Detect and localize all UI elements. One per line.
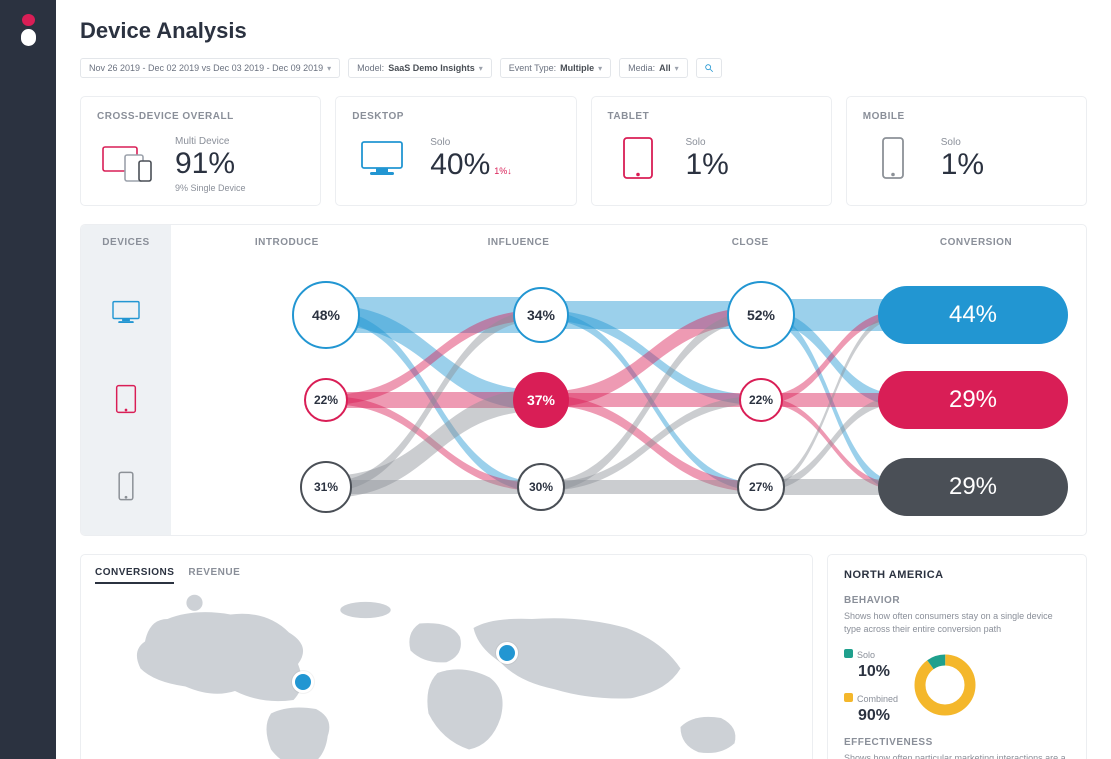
- map-panel: CONVERSIONS REVENUE: [80, 554, 813, 759]
- conversion-pill[interactable]: 29%: [878, 458, 1068, 516]
- filter-event-type[interactable]: Event Type: Multiple ▾: [500, 58, 611, 78]
- card-footer: 9% Single Device: [175, 183, 246, 193]
- sidebar: [0, 0, 56, 759]
- mobile-icon: [81, 471, 171, 501]
- effectiveness-desc: Shows how often particular marketing int…: [844, 752, 1070, 759]
- world-map-svg: [95, 592, 798, 759]
- chevron-down-icon: ▾: [479, 64, 483, 73]
- sankey-panel: DEVICES INTRODUCE INFLUENCE CLOSE CONVER…: [80, 224, 1087, 536]
- card-mobile: MOBILE Solo 1%: [846, 96, 1087, 206]
- search-icon: [704, 63, 714, 73]
- sankey-node[interactable]: 34%: [513, 287, 569, 343]
- brand-logo: [19, 14, 37, 46]
- desktop-icon: [352, 136, 412, 180]
- chevron-down-icon: ▾: [327, 64, 331, 73]
- sankey-node[interactable]: 22%: [739, 378, 783, 422]
- filter-model[interactable]: Model: SaaS Demo Insights ▾: [348, 58, 492, 78]
- page-title: Device Analysis: [80, 18, 1087, 44]
- filter-bar: Nov 26 2019 - Dec 02 2019 vs Dec 03 2019…: [80, 58, 1087, 78]
- card-desktop: DESKTOP Solo 40% 1%↓: [335, 96, 576, 206]
- sankey-node[interactable]: 48%: [292, 281, 360, 349]
- filter-date-range[interactable]: Nov 26 2019 - Dec 02 2019 vs Dec 03 2019…: [80, 58, 340, 78]
- sankey-body: 48% 22% 31% 34% 37% 30% 52% 22% 27% 44% 29% 29%: [81, 225, 1086, 535]
- world-map: [95, 592, 798, 759]
- card-label: DESKTOP: [352, 111, 559, 122]
- filter-model-value: SaaS Demo Insights: [388, 63, 475, 73]
- filter-date-label: Nov 26 2019 - Dec 02 2019 vs Dec 03 2019…: [89, 63, 323, 73]
- behavior-donut: [912, 652, 978, 718]
- sankey-node[interactable]: 31%: [300, 461, 352, 513]
- effectiveness-title: EFFECTIVENESS: [844, 737, 1070, 748]
- behavior-desc: Shows how often consumers stay on a sing…: [844, 610, 1070, 635]
- behavior-item: Combined90%: [844, 689, 898, 725]
- filter-media-prefix: Media:: [628, 63, 655, 73]
- sankey-node[interactable]: 30%: [517, 463, 565, 511]
- summary-cards: CROSS-DEVICE OVERALL Multi Device 91% 9%…: [80, 96, 1087, 206]
- card-value: 1%: [686, 148, 729, 181]
- map-marker-na[interactable]: [292, 671, 314, 693]
- region-name: NORTH AMERICA: [844, 569, 1070, 581]
- card-overall: CROSS-DEVICE OVERALL Multi Device 91% 9%…: [80, 96, 321, 206]
- tab-conversions[interactable]: CONVERSIONS: [95, 567, 174, 584]
- tab-revenue[interactable]: REVENUE: [188, 567, 240, 584]
- card-value: 91%: [175, 147, 235, 180]
- map-tabs: CONVERSIONS REVENUE: [95, 567, 798, 584]
- behavior-title: BEHAVIOR: [844, 595, 1070, 606]
- region-panel: NORTH AMERICA BEHAVIOR Shows how often c…: [827, 554, 1087, 759]
- sankey-node[interactable]: 22%: [304, 378, 348, 422]
- desktop-icon: [81, 299, 171, 325]
- card-sublabel: Solo: [430, 137, 512, 148]
- card-label: TABLET: [608, 111, 815, 122]
- card-value: 1%: [941, 148, 984, 181]
- chevron-down-icon: ▾: [675, 64, 679, 73]
- main-content: Device Analysis Nov 26 2019 - Dec 02 201…: [56, 0, 1111, 759]
- sankey-node[interactable]: 52%: [727, 281, 795, 349]
- behavior-item: Solo10%: [844, 645, 898, 681]
- map-marker-eu[interactable]: [496, 642, 518, 664]
- devices-icon: [97, 143, 157, 187]
- card-delta: 1%↓: [494, 166, 512, 176]
- card-sublabel: Multi Device: [175, 136, 246, 147]
- tablet-icon: [81, 384, 171, 414]
- bottom-row: CONVERSIONS REVENUE: [80, 554, 1087, 759]
- card-sublabel: Solo: [686, 137, 729, 148]
- sankey-node[interactable]: 27%: [737, 463, 785, 511]
- chevron-down-icon: ▾: [598, 64, 602, 73]
- sankey-node[interactable]: 37%: [513, 372, 569, 428]
- card-label: MOBILE: [863, 111, 1070, 122]
- filter-media[interactable]: Media: All ▾: [619, 58, 688, 78]
- card-tablet: TABLET Solo 1%: [591, 96, 832, 206]
- filter-media-value: All: [659, 63, 671, 73]
- tablet-icon: [608, 136, 668, 180]
- conversion-pill[interactable]: 44%: [878, 286, 1068, 344]
- card-value: 40%: [430, 148, 490, 181]
- mobile-icon: [863, 136, 923, 180]
- filter-event-value: Multiple: [560, 63, 594, 73]
- card-label: CROSS-DEVICE OVERALL: [97, 111, 304, 122]
- conversion-pill[interactable]: 29%: [878, 371, 1068, 429]
- filter-event-prefix: Event Type:: [509, 63, 556, 73]
- behavior-legend: Solo10% Combined90%: [844, 645, 898, 725]
- card-sublabel: Solo: [941, 137, 984, 148]
- filter-model-prefix: Model:: [357, 63, 384, 73]
- search-button[interactable]: [696, 58, 722, 78]
